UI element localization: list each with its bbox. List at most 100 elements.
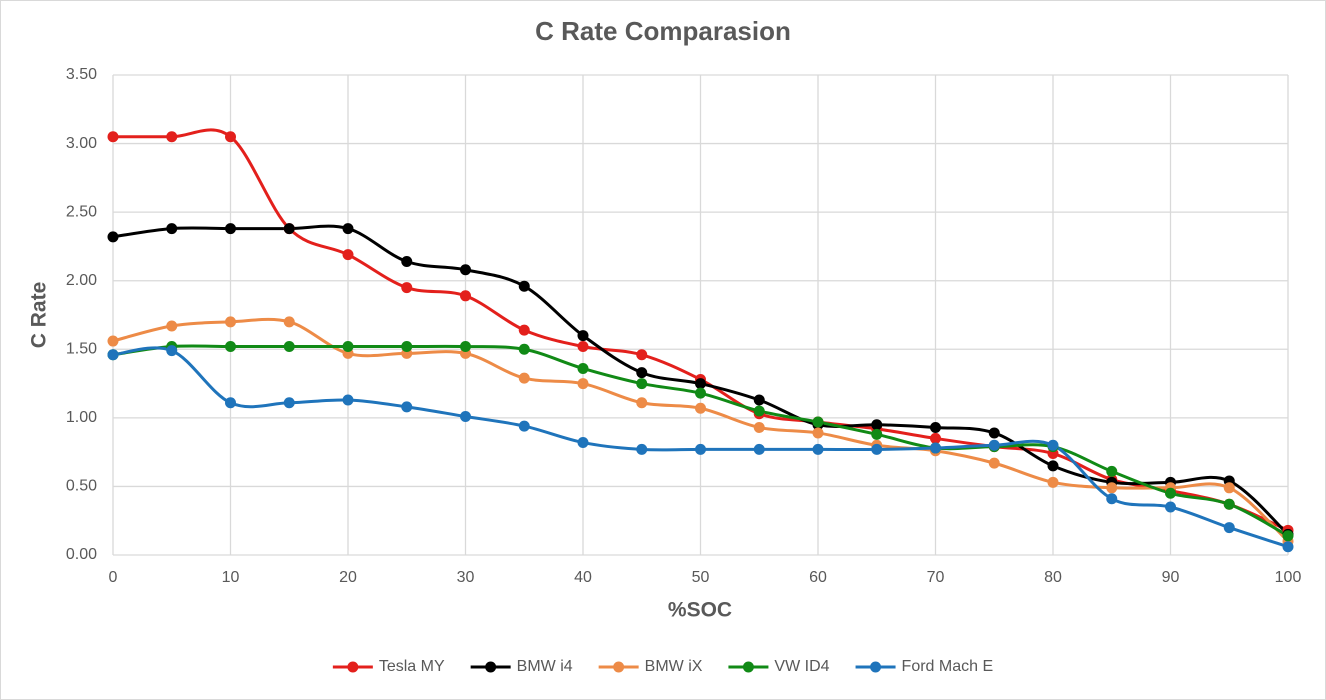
y-axis-label: C Rate (28, 282, 51, 349)
legend-marker (347, 661, 359, 673)
data-point (577, 437, 589, 449)
y-tick-label: 0.00 (66, 546, 97, 563)
data-point (988, 457, 1000, 469)
legend-marker (485, 661, 497, 673)
y-tick-label: 3.00 (66, 135, 97, 152)
data-point (107, 231, 119, 243)
data-point (107, 349, 119, 361)
data-point (166, 131, 178, 143)
data-point (1282, 541, 1294, 553)
data-point (1106, 493, 1118, 505)
x-tick-label: 50 (692, 569, 710, 586)
data-point (753, 405, 765, 417)
data-point (342, 341, 354, 353)
data-point (871, 419, 883, 431)
legend-marker (742, 661, 754, 673)
x-tick-label: 90 (1162, 569, 1180, 586)
data-point (460, 341, 471, 353)
data-point (812, 443, 824, 455)
data-point (988, 439, 1000, 451)
data-point (460, 410, 471, 422)
data-point (577, 362, 589, 374)
data-point (812, 427, 824, 439)
x-tick-label: 70 (927, 569, 945, 586)
data-point (1047, 439, 1059, 451)
data-point (1106, 482, 1118, 494)
data-point (518, 343, 530, 355)
data-point (636, 397, 648, 409)
data-point (695, 378, 706, 390)
data-point (518, 420, 530, 432)
data-point (636, 443, 648, 455)
data-point (636, 349, 648, 361)
x-tick-label: 0 (109, 569, 118, 586)
data-point (930, 432, 941, 444)
data-point (930, 421, 941, 433)
data-point (166, 320, 178, 332)
data-point (930, 442, 941, 454)
data-point (342, 249, 354, 261)
y-tick-label: 1.00 (66, 409, 97, 426)
legend-label: Ford Mach E (902, 658, 994, 675)
data-point (1165, 487, 1176, 499)
legend-label: BMW iX (645, 658, 703, 675)
data-point (401, 401, 413, 413)
x-tick-label: 80 (1044, 569, 1062, 586)
data-point (1106, 465, 1118, 477)
data-point (342, 223, 354, 235)
data-point (636, 367, 648, 379)
data-point (1047, 476, 1059, 488)
data-point (107, 131, 119, 143)
data-point (636, 378, 648, 390)
data-point (577, 330, 589, 342)
data-point (401, 256, 413, 268)
legend-label: Tesla MY (379, 658, 445, 675)
data-point (225, 223, 236, 235)
x-tick-label: 100 (1275, 569, 1302, 586)
data-point (695, 387, 706, 399)
data-point (753, 394, 765, 406)
data-point (871, 428, 883, 440)
data-point (1165, 501, 1176, 513)
data-point (988, 427, 1000, 439)
x-axis-label: %SOC (668, 599, 732, 622)
data-point (283, 223, 295, 235)
data-point (1282, 530, 1294, 542)
legend-label: VW ID4 (774, 658, 829, 675)
data-point (577, 341, 589, 353)
data-point (225, 397, 236, 409)
chart-title: C Rate Comparasion (535, 16, 791, 46)
data-point (753, 443, 765, 455)
data-point (753, 421, 765, 433)
data-point (283, 341, 295, 353)
data-point (225, 341, 236, 353)
y-tick-label: 2.00 (66, 272, 97, 289)
legend-label: BMW i4 (517, 658, 573, 675)
legend-marker (870, 661, 882, 673)
data-point (166, 345, 178, 357)
data-point (107, 335, 119, 347)
y-tick-label: 3.50 (66, 66, 97, 83)
x-tick-label: 60 (809, 569, 827, 586)
data-point (518, 280, 530, 292)
data-point (518, 372, 530, 384)
data-point (812, 416, 824, 428)
data-point (342, 394, 354, 406)
data-point (871, 443, 883, 455)
data-point (518, 324, 530, 336)
y-tick-label: 0.50 (66, 478, 97, 495)
data-point (401, 341, 413, 353)
data-point (225, 316, 236, 328)
legend: Tesla MY BMW i4 BMW iX VW ID4 Ford Mach E (332, 658, 994, 675)
y-tick-label: 1.50 (66, 341, 97, 358)
data-point (1223, 498, 1235, 510)
data-point (695, 402, 706, 414)
x-tick-label: 20 (339, 569, 357, 586)
x-tick-label: 30 (457, 569, 475, 586)
data-point (460, 264, 471, 276)
data-point (283, 397, 295, 409)
y-tick-label: 2.50 (66, 203, 97, 220)
